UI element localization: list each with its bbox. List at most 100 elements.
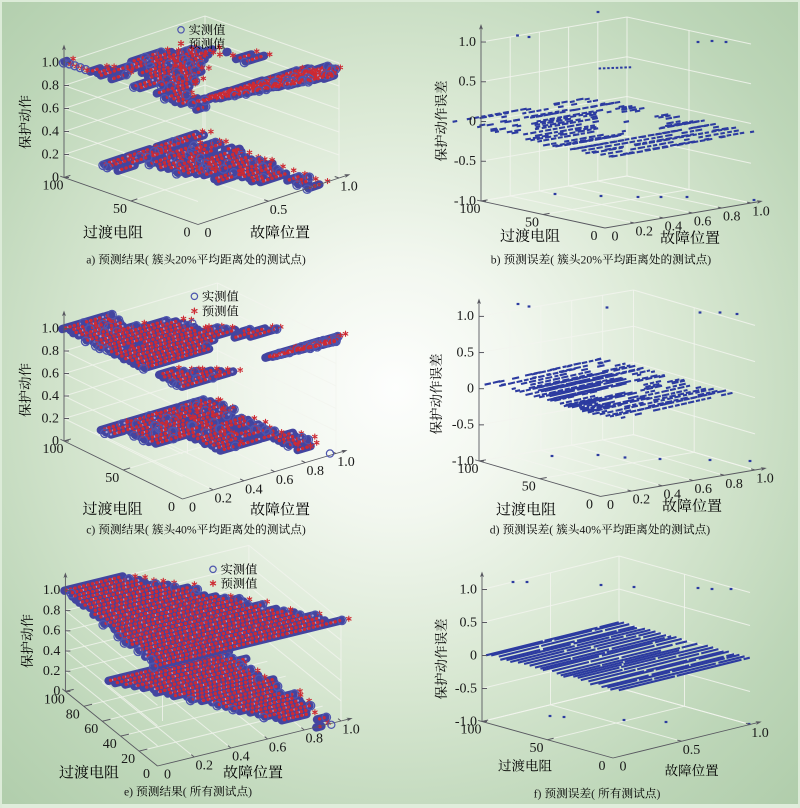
svg-text:0: 0 [607, 498, 614, 513]
svg-text:1.0: 1.0 [337, 455, 355, 470]
svg-text:100: 100 [458, 462, 479, 477]
svg-text:1.0: 1.0 [43, 583, 61, 598]
svg-text:50: 50 [530, 741, 544, 756]
svg-text:0.4: 0.4 [43, 644, 61, 659]
svg-text:0.6: 0.6 [269, 741, 287, 756]
svg-text:1.0: 1.0 [756, 472, 774, 487]
svg-text:0: 0 [467, 382, 474, 397]
svg-text:-1.0: -1.0 [455, 714, 477, 729]
svg-text:0.8: 0.8 [42, 78, 60, 93]
svg-text:0: 0 [168, 500, 175, 515]
svg-text:(: ( [550, 254, 554, 267]
svg-text:0.4: 0.4 [664, 487, 682, 502]
svg-text:20: 20 [121, 752, 135, 767]
svg-text:0: 0 [52, 170, 59, 185]
svg-text:0: 0 [52, 434, 59, 449]
svg-text:0.8: 0.8 [725, 477, 743, 492]
svg-text:0: 0 [620, 760, 627, 775]
svg-text:1.0: 1.0 [340, 180, 358, 195]
svg-text:a): a) [86, 254, 95, 267]
svg-text:0.4: 0.4 [232, 750, 250, 765]
svg-text:0.6: 0.6 [694, 215, 712, 230]
svg-text:0: 0 [591, 229, 598, 244]
svg-text:0.4: 0.4 [42, 389, 60, 404]
svg-text:0.2: 0.2 [43, 664, 61, 679]
svg-text:0: 0 [469, 114, 476, 129]
svg-text:): ) [706, 524, 710, 537]
svg-text:0: 0 [164, 768, 171, 783]
svg-text:0.6: 0.6 [276, 473, 294, 488]
svg-text:1.0: 1.0 [42, 55, 60, 70]
svg-text:): ) [302, 524, 306, 537]
svg-text:0.6: 0.6 [42, 101, 60, 116]
svg-text:): ) [657, 788, 661, 801]
svg-text:-0.5: -0.5 [454, 154, 476, 169]
svg-text:0.2: 0.2 [214, 491, 232, 506]
svg-text:0: 0 [470, 648, 477, 663]
svg-text:b): b) [491, 254, 501, 267]
svg-text:0.2: 0.2 [42, 411, 60, 426]
svg-text:1.0: 1.0 [42, 321, 60, 336]
svg-text:0.8: 0.8 [43, 603, 61, 618]
svg-text:50: 50 [522, 480, 536, 495]
svg-text:40: 40 [103, 737, 117, 752]
svg-text:50: 50 [113, 202, 127, 217]
svg-text:0.5: 0.5 [683, 743, 701, 758]
svg-text:1.0: 1.0 [752, 205, 770, 220]
svg-text:(: ( [549, 524, 553, 537]
svg-text:-1.0: -1.0 [454, 194, 476, 209]
svg-text:): ) [707, 254, 711, 267]
svg-text:0.8: 0.8 [307, 464, 325, 479]
svg-text:0.5: 0.5 [459, 75, 477, 90]
svg-text:0.4: 0.4 [245, 482, 263, 497]
svg-text:e): e) [124, 786, 133, 799]
svg-text:0: 0 [189, 501, 196, 516]
svg-text:20%: 20% [581, 254, 603, 267]
svg-text:0.2: 0.2 [633, 493, 651, 508]
svg-text:): ) [248, 786, 252, 799]
svg-text:100: 100 [461, 723, 482, 738]
svg-text:0: 0 [612, 230, 619, 245]
svg-text:100: 100 [460, 202, 481, 217]
svg-text:0.8: 0.8 [306, 732, 324, 747]
svg-text:0.4: 0.4 [42, 124, 60, 139]
svg-text:20%: 20% [175, 254, 197, 267]
svg-text:1.0: 1.0 [342, 723, 360, 738]
svg-text:1.0: 1.0 [459, 35, 477, 50]
svg-text:0.6: 0.6 [42, 366, 60, 381]
svg-text:(: ( [145, 254, 149, 267]
svg-text:0.2: 0.2 [195, 759, 213, 774]
svg-text:0: 0 [184, 226, 191, 241]
svg-text:60: 60 [84, 722, 98, 737]
svg-text:-0.5: -0.5 [452, 418, 474, 433]
svg-text:50: 50 [105, 471, 119, 486]
svg-text:(: ( [183, 786, 187, 799]
svg-text:40%: 40% [175, 524, 197, 537]
svg-text:0: 0 [205, 226, 212, 241]
svg-text:100: 100 [43, 442, 64, 457]
svg-text:1.0: 1.0 [457, 309, 475, 324]
svg-text:-0.5: -0.5 [455, 681, 477, 696]
svg-text:(: ( [145, 524, 149, 537]
svg-text:(: ( [591, 788, 595, 801]
svg-text:1.0: 1.0 [460, 582, 478, 597]
svg-text:0.5: 0.5 [460, 615, 478, 630]
svg-text:0: 0 [53, 684, 60, 699]
svg-text:0: 0 [599, 759, 606, 774]
svg-text:-1.0: -1.0 [452, 454, 474, 469]
svg-text:100: 100 [43, 179, 64, 194]
svg-text:0.5: 0.5 [457, 345, 475, 360]
svg-text:0.6: 0.6 [43, 624, 61, 639]
svg-text:40%: 40% [580, 524, 602, 537]
svg-text:0.8: 0.8 [42, 344, 60, 359]
svg-text:): ) [302, 254, 306, 267]
svg-text:80: 80 [66, 707, 80, 722]
svg-text:0.2: 0.2 [42, 147, 60, 162]
svg-text:0.2: 0.2 [635, 225, 653, 240]
svg-text:0.6: 0.6 [694, 482, 712, 497]
svg-text:c): c) [86, 524, 95, 537]
svg-text:0: 0 [143, 767, 150, 782]
svg-text:d): d) [490, 524, 500, 537]
svg-text:0: 0 [586, 497, 593, 512]
svg-text:100: 100 [44, 692, 65, 707]
